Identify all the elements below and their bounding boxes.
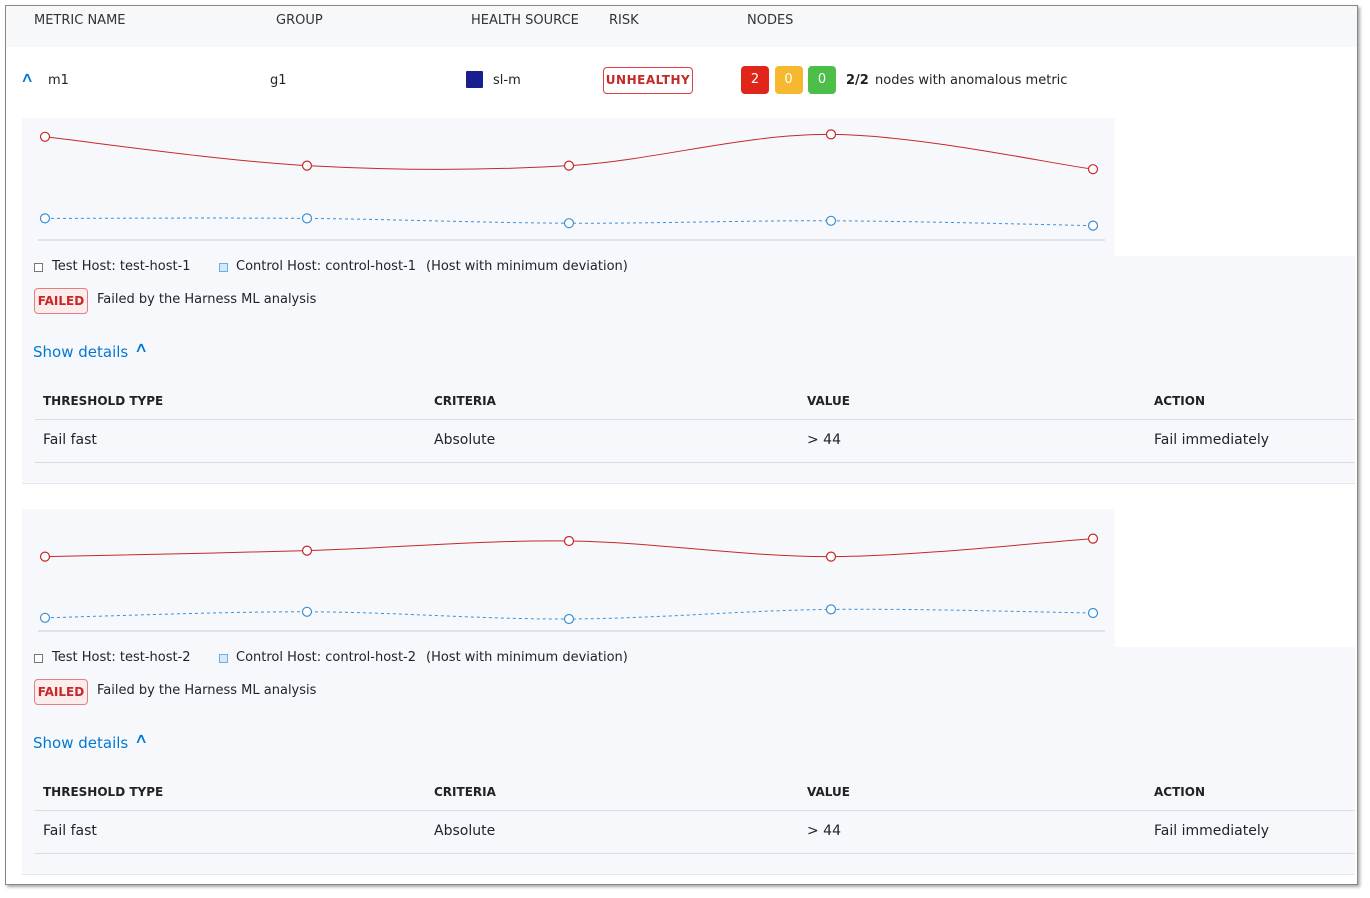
show-details[interactable]: Show details: [33, 343, 129, 361]
node-count: 0: [774, 66, 803, 94]
table-divider: [35, 853, 1355, 854]
show-details[interactable]: Show details: [33, 734, 129, 752]
threshold-cell: Fail fast: [43, 432, 97, 448]
health-source: sl-m: [493, 73, 521, 88]
node-count: 0: [808, 66, 836, 94]
legend-swatch: [34, 263, 43, 272]
data-point: [301, 160, 313, 171]
column-header: HEALTH SOURCE: [471, 13, 579, 28]
data-point: [825, 129, 837, 140]
data-point: [1087, 533, 1099, 544]
node-count: 2: [741, 66, 769, 94]
chart: [38, 533, 1105, 632]
collapse-caret[interactable]: ∧: [19, 70, 35, 86]
status-badge: FAILED: [34, 679, 88, 705]
data-point: [563, 613, 575, 625]
legend-note: (Host with minimum deviation): [426, 650, 628, 665]
data-point: [301, 213, 313, 224]
status-text: Failed by the Harness ML analysis: [97, 683, 317, 698]
data-point: [301, 545, 313, 556]
data-point: [563, 218, 575, 229]
column-header: METRIC NAME: [34, 13, 126, 28]
metric-name: m1: [48, 73, 69, 88]
legend-swatch: [219, 263, 228, 272]
column-header: GROUP: [276, 13, 323, 28]
data-point: [825, 215, 837, 226]
threshold-cell: Fail immediately: [1154, 432, 1269, 448]
details-caret[interactable]: ∧: [133, 731, 149, 747]
legend-note: (Host with minimum deviation): [426, 259, 628, 274]
data-point: [825, 604, 837, 615]
data-point: [825, 551, 837, 562]
threshold-cell: Absolute: [434, 432, 496, 448]
legend-swatch: [34, 654, 43, 663]
data-point: [39, 131, 51, 142]
header-bar: [6, 6, 1357, 47]
threshold-cell: > 44: [807, 823, 841, 839]
threshold-header: VALUE: [807, 394, 850, 408]
data-point: [1087, 607, 1099, 619]
anomalous-text: nodes with anomalous metric: [875, 73, 1068, 88]
table-divider: [35, 810, 1355, 811]
legend-label: Test Host: test-host-2: [52, 650, 191, 665]
column-header: RISK: [609, 13, 639, 28]
risk-badge: UNHEALTHY: [603, 67, 693, 94]
data-point: [563, 160, 575, 171]
threshold-header: ACTION: [1154, 785, 1205, 799]
threshold-cell: > 44: [807, 432, 841, 448]
column-header: NODES: [747, 13, 794, 28]
threshold-header: ACTION: [1154, 394, 1205, 408]
threshold-header: CRITERIA: [434, 394, 496, 408]
group-name: g1: [270, 73, 287, 88]
table-divider: [35, 462, 1355, 463]
threshold-header: VALUE: [807, 785, 850, 799]
chart-blank: [1115, 118, 1355, 256]
frame: [5, 5, 1358, 885]
status-text: Failed by the Harness ML analysis: [97, 292, 317, 307]
table-divider: [35, 419, 1355, 420]
threshold-cell: Fail fast: [43, 823, 97, 839]
data-point: [39, 612, 51, 623]
data-point: [39, 213, 51, 224]
legend-label: Control Host: control-host-1: [236, 259, 417, 274]
threshold-header: CRITERIA: [434, 785, 496, 799]
data-point: [39, 551, 51, 562]
status-badge: FAILED: [34, 288, 88, 314]
legend-swatch: [219, 654, 228, 663]
details-caret[interactable]: ∧: [133, 340, 149, 356]
threshold-header: THRESHOLD TYPE: [43, 394, 164, 408]
data-point: [1087, 220, 1099, 231]
data-point: [301, 606, 313, 617]
anomalous-count: 2/2: [846, 73, 869, 88]
chart-blank: [1115, 509, 1355, 647]
data-point: [563, 535, 575, 547]
chart: [38, 129, 1105, 241]
legend-label: Control Host: control-host-2: [236, 650, 417, 665]
threshold-cell: Fail immediately: [1154, 823, 1269, 839]
threshold-cell: Absolute: [434, 823, 496, 839]
legend-label: Test Host: test-host-1: [52, 259, 191, 274]
source-icon: [466, 71, 483, 88]
data-point: [1087, 164, 1099, 175]
threshold-header: THRESHOLD TYPE: [43, 785, 164, 799]
